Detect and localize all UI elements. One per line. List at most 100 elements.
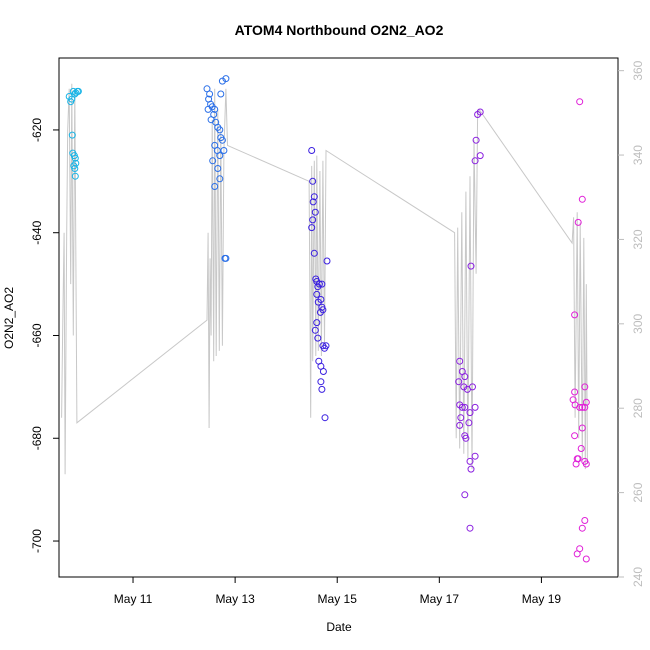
data-point [467,465,475,473]
data-point [462,434,470,442]
x-tick-label: May 15 [318,592,358,606]
y-tick-label: -680 [30,426,44,450]
data-point [577,445,585,452]
data-point [571,311,579,319]
data-point [578,403,586,411]
data-point [71,154,79,162]
data-point [217,90,225,98]
data-point [466,409,474,417]
plot-frame [58,57,619,578]
data-point [578,195,586,203]
data-point [466,524,474,532]
data-point [216,126,224,134]
gray-line-trace [61,83,588,475]
data-point [313,319,321,327]
data-point [463,385,471,393]
y2-tick-label: 340 [631,145,645,165]
data-point [573,550,581,558]
y2-tick-label: 300 [631,313,645,333]
data-point [68,95,76,103]
data-point [216,175,224,183]
data-point [461,373,469,381]
x-axis: May 11 May 13 May 15 May 17 May 19 [114,577,562,606]
y-tick-label: -620 [30,118,44,142]
data-point [206,90,214,98]
data-point [578,524,586,532]
x-tick-label: May 11 [114,592,153,606]
data-point [456,357,464,365]
scatter-points [65,75,590,563]
data-point [308,224,316,232]
data-point [582,555,590,563]
data-point [310,249,318,257]
data-point [465,419,473,427]
data-point [309,177,317,185]
data-point [457,414,465,422]
data-point [317,378,325,386]
data-point [471,452,479,460]
y2-tick-label: 240 [631,567,645,587]
data-point [211,183,219,190]
data-point [309,216,317,224]
data-point [204,105,212,113]
data-point [311,326,319,334]
data-point [309,198,317,206]
data-point [211,105,219,113]
x-tick-label: May 19 [522,592,562,606]
data-point [461,403,469,411]
data-point [466,457,474,465]
data-point [581,383,589,391]
data-point [476,152,484,160]
data-point [71,172,79,180]
y-tick-label: -640 [30,220,44,244]
data-point [214,165,222,172]
data-point [471,157,479,165]
data-point [476,108,484,116]
data-point [317,296,325,303]
data-point [216,152,224,160]
data-point [310,193,318,201]
data-point [581,403,589,411]
data-point [573,455,581,463]
data-point [308,147,316,154]
x-tick-label: May 17 [420,592,460,606]
y-tick-label: -700 [30,529,44,553]
data-point [220,147,228,154]
y-axis-left: -620 -640 -660 -680 -700 [30,118,59,553]
data-point [68,131,76,139]
data-point [222,75,230,83]
y2-tick-label: 260 [631,482,645,502]
data-point [467,262,475,270]
data-point [581,517,589,524]
x-tick-label: May 13 [215,592,255,606]
data-point [572,460,580,468]
data-point [461,491,469,499]
data-point [318,385,326,393]
data-point [318,280,326,288]
y-axis-label: O2N2_AO2 [2,287,16,349]
data-point [576,98,584,106]
y2-tick-label: 280 [631,398,645,418]
y2-tick-label: 320 [631,229,645,249]
data-point [576,403,584,411]
x-axis-label: Date [326,620,352,634]
data-point [571,432,579,440]
data-point [209,157,217,165]
data-point [321,414,329,422]
data-point [71,165,79,172]
data-point [323,257,331,265]
data-point [315,280,323,288]
data-point [319,368,327,375]
chart-title: ATOM4 Northbound O2N2_AO2 [235,22,444,38]
line-series [61,83,588,475]
data-point [582,398,590,406]
plot-border [58,57,619,578]
y-axis-right: 240 260 280 300 320 340 360 [618,60,645,587]
data-point [314,334,322,342]
data-point [311,208,319,216]
data-point [574,218,582,226]
data-point [313,290,321,298]
data-point [455,378,463,386]
data-point [571,388,579,396]
